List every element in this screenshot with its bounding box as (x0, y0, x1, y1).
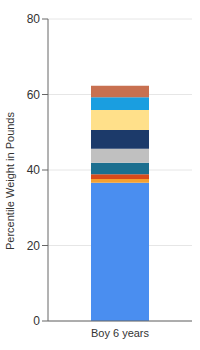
svg-text:Boy 6 years: Boy 6 years (91, 327, 150, 339)
svg-text:0: 0 (33, 314, 40, 328)
svg-text:80: 80 (27, 12, 41, 26)
svg-text:20: 20 (27, 239, 41, 253)
svg-text:60: 60 (27, 88, 41, 102)
svg-text:40: 40 (27, 163, 41, 177)
svg-text:Percentile Weight in Pounds: Percentile Weight in Pounds (8, 112, 16, 250)
